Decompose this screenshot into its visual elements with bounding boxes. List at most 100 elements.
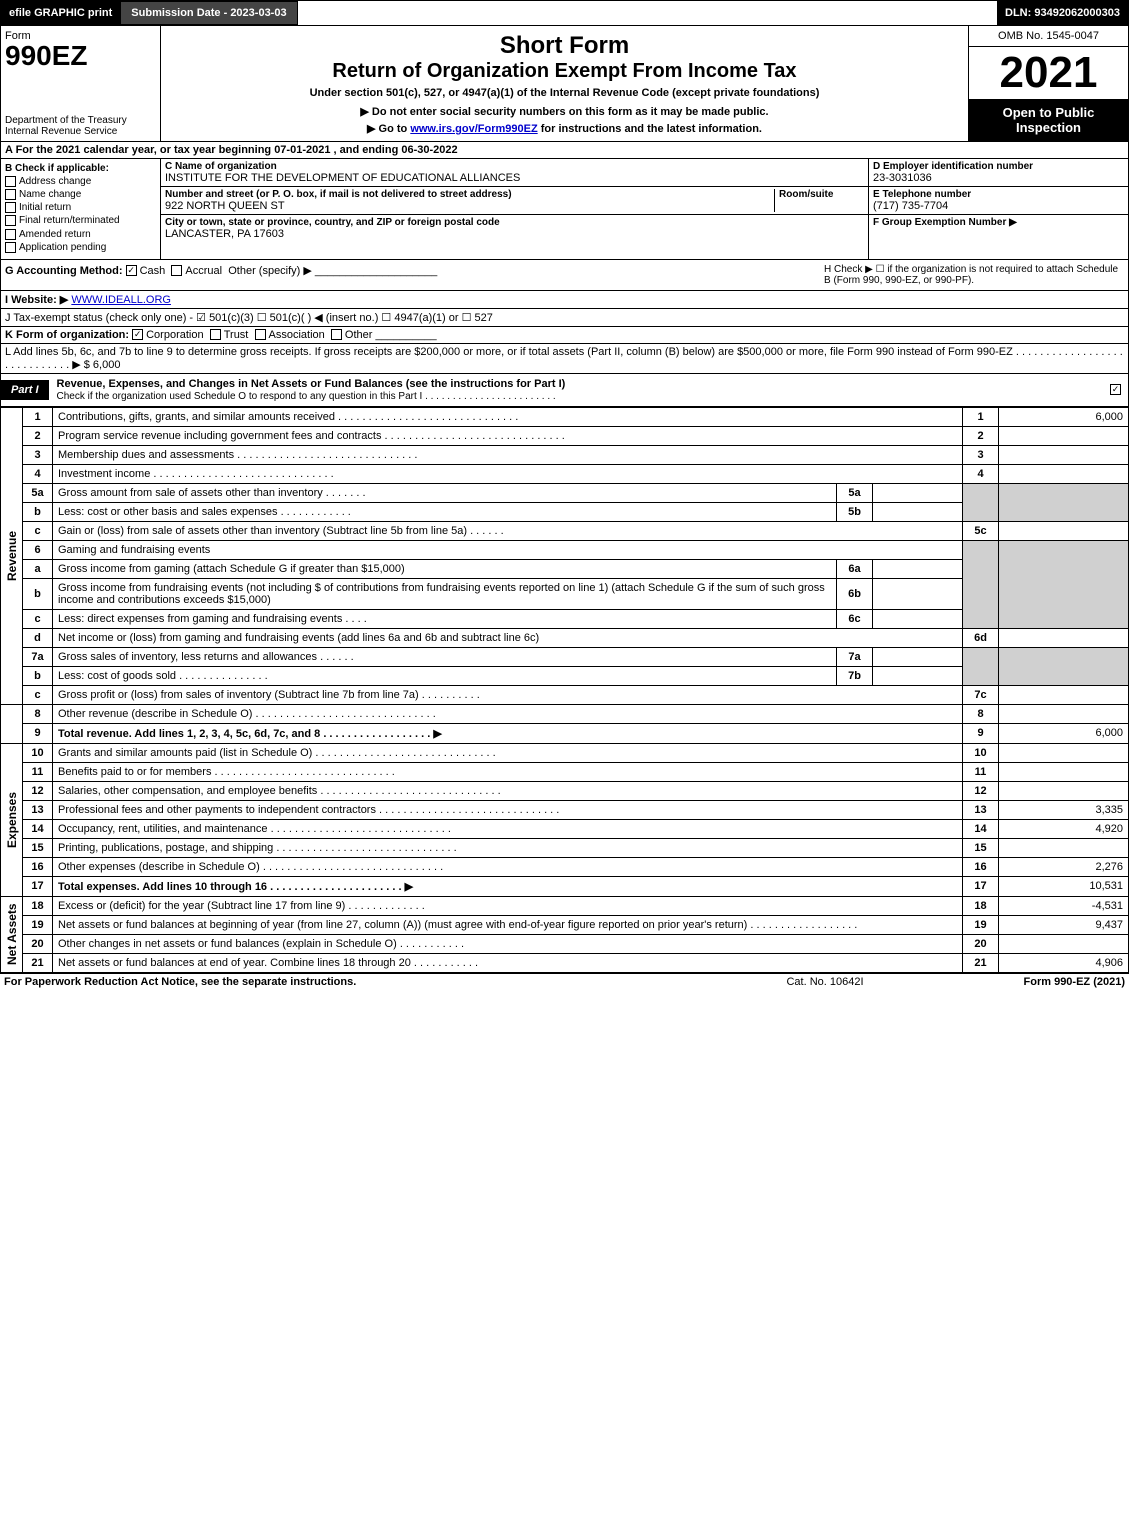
part-i-title: Revenue, Expenses, and Changes in Net As… bbox=[57, 378, 566, 390]
org-name-label: C Name of organization bbox=[165, 161, 864, 172]
section-c: C Name of organization INSTITUTE FOR THE… bbox=[161, 159, 868, 259]
part-i-subtitle: Check if the organization used Schedule … bbox=[57, 391, 556, 402]
amt-14: 4,920 bbox=[999, 819, 1129, 838]
amt-16: 2,276 bbox=[999, 857, 1129, 876]
row-6: 6 Gaming and fundraising events bbox=[1, 540, 1129, 559]
row-18: Net Assets 18 Excess or (deficit) for th… bbox=[1, 896, 1129, 915]
check-accrual[interactable] bbox=[171, 265, 182, 276]
phone-value: (717) 735-7704 bbox=[873, 200, 1124, 212]
amt-17: 10,531 bbox=[999, 876, 1129, 896]
row-5c: c Gain or (loss) from sale of assets oth… bbox=[1, 521, 1129, 540]
row-4: 4 Investment income 4 bbox=[1, 464, 1129, 483]
row-10: Expenses 10 Grants and similar amounts p… bbox=[1, 743, 1129, 762]
ein-value: 23-3031036 bbox=[873, 172, 1124, 184]
val-5a bbox=[873, 483, 963, 502]
val-6a bbox=[873, 559, 963, 578]
amt-10 bbox=[999, 743, 1129, 762]
ein-label: D Employer identification number bbox=[873, 161, 1124, 172]
amt-21: 4,906 bbox=[999, 953, 1129, 972]
amt-6d bbox=[999, 628, 1129, 647]
form-ref: Form 990-EZ (2021) bbox=[925, 976, 1125, 988]
website-link[interactable]: WWW.IDEALL.ORG bbox=[71, 294, 171, 306]
line-h-schedule-b: H Check ▶ ☐ if the organization is not r… bbox=[824, 264, 1124, 286]
amt-8 bbox=[999, 704, 1129, 723]
line-j-tax-exempt: J Tax-exempt status (check only one) - ☑… bbox=[0, 309, 1129, 327]
city-label: City or town, state or province, country… bbox=[165, 217, 864, 228]
row-11: 11 Benefits paid to or for members 11 bbox=[1, 762, 1129, 781]
val-5b bbox=[873, 502, 963, 521]
part-i-schedule-o-check[interactable]: ✓ bbox=[1110, 384, 1121, 395]
short-form-title: Short Form bbox=[169, 32, 960, 60]
street-label: Number and street (or P. O. box, if mail… bbox=[165, 189, 774, 200]
row-1: Revenue 1 Contributions, gifts, grants, … bbox=[1, 407, 1129, 426]
section-bcd: B Check if applicable: Address change Na… bbox=[0, 159, 1129, 260]
amt-15 bbox=[999, 838, 1129, 857]
check-initial-return[interactable]: Initial return bbox=[5, 202, 156, 213]
tax-year: 2021 bbox=[969, 47, 1128, 99]
amt-1: 6,000 bbox=[999, 407, 1129, 426]
row-20: 20 Other changes in net assets or fund b… bbox=[1, 934, 1129, 953]
row-12: 12 Salaries, other compensation, and emp… bbox=[1, 781, 1129, 800]
department-label: Department of the Treasury Internal Reve… bbox=[5, 115, 156, 137]
cat-no: Cat. No. 10642I bbox=[725, 976, 925, 988]
check-other[interactable] bbox=[331, 329, 342, 340]
check-application-pending[interactable]: Application pending bbox=[5, 242, 156, 253]
check-association[interactable] bbox=[255, 329, 266, 340]
row-7b: b Less: cost of goods sold . . . . . . .… bbox=[1, 666, 1129, 685]
check-corporation[interactable]: ✓ bbox=[132, 329, 143, 340]
section-b: B Check if applicable: Address change Na… bbox=[1, 159, 161, 259]
check-address-change[interactable]: Address change bbox=[5, 176, 156, 187]
val-7a bbox=[873, 647, 963, 666]
under-section-text: Under section 501(c), 527, or 4947(a)(1)… bbox=[169, 87, 960, 99]
row-6d: d Net income or (loss) from gaming and f… bbox=[1, 628, 1129, 647]
netassets-sidebar: Net Assets bbox=[1, 896, 23, 972]
city-state-zip: LANCASTER, PA 17603 bbox=[165, 228, 864, 240]
row-8: 8 Other revenue (describe in Schedule O)… bbox=[1, 704, 1129, 723]
submission-date: Submission Date - 2023-03-03 bbox=[120, 1, 297, 25]
amt-20 bbox=[999, 934, 1129, 953]
row-17: 17 Total expenses. Add lines 10 through … bbox=[1, 876, 1129, 896]
top-bar: efile GRAPHIC print Submission Date - 20… bbox=[0, 0, 1129, 26]
row-7c: c Gross profit or (loss) from sales of i… bbox=[1, 685, 1129, 704]
group-exemption-label: F Group Exemption Number ▶ bbox=[873, 217, 1124, 228]
expenses-sidebar: Expenses bbox=[1, 743, 23, 896]
amt-2 bbox=[999, 426, 1129, 445]
amt-18: -4,531 bbox=[999, 896, 1129, 915]
form-number: 990EZ bbox=[5, 42, 156, 70]
val-6c bbox=[873, 609, 963, 628]
row-6b: b Gross income from fundraising events (… bbox=[1, 578, 1129, 609]
goto-text: ▶ Go to www.irs.gov/Form990EZ for instru… bbox=[169, 122, 960, 135]
check-cash[interactable]: ✓ bbox=[126, 265, 137, 276]
paperwork-notice: For Paperwork Reduction Act Notice, see … bbox=[4, 976, 725, 988]
phone-label: E Telephone number bbox=[873, 189, 1124, 200]
row-6a: a Gross income from gaming (attach Sched… bbox=[1, 559, 1129, 578]
check-name-change[interactable]: Name change bbox=[5, 189, 156, 200]
part-i-bar: Part I Revenue, Expenses, and Changes in… bbox=[0, 374, 1129, 407]
line-k-form-org: K Form of organization: ✓Corporation Tru… bbox=[0, 327, 1129, 344]
room-suite-label: Room/suite bbox=[779, 189, 864, 200]
amt-4 bbox=[999, 464, 1129, 483]
efile-print-label[interactable]: efile GRAPHIC print bbox=[1, 1, 120, 25]
section-b-header: B Check if applicable: bbox=[5, 163, 156, 174]
amt-3 bbox=[999, 445, 1129, 464]
part-i-table: Revenue 1 Contributions, gifts, grants, … bbox=[0, 407, 1129, 973]
irs-link[interactable]: www.irs.gov/Form990EZ bbox=[410, 123, 537, 135]
row-15: 15 Printing, publications, postage, and … bbox=[1, 838, 1129, 857]
amt-12 bbox=[999, 781, 1129, 800]
check-amended-return[interactable]: Amended return bbox=[5, 229, 156, 240]
amt-9: 6,000 bbox=[999, 723, 1129, 743]
row-2: 2 Program service revenue including gove… bbox=[1, 426, 1129, 445]
row-21: 21 Net assets or fund balances at end of… bbox=[1, 953, 1129, 972]
line-a-tax-year: A For the 2021 calendar year, or tax yea… bbox=[0, 142, 1129, 159]
revenue-sidebar: Revenue bbox=[1, 407, 23, 704]
line-l-gross-receipts: L Add lines 5b, 6c, and 7b to line 9 to … bbox=[0, 344, 1129, 374]
amt-11 bbox=[999, 762, 1129, 781]
check-trust[interactable] bbox=[210, 329, 221, 340]
row-9: 9 Total revenue. Add lines 1, 2, 3, 4, 5… bbox=[1, 723, 1129, 743]
amt-7c bbox=[999, 685, 1129, 704]
org-name: INSTITUTE FOR THE DEVELOPMENT OF EDUCATI… bbox=[165, 172, 864, 184]
do-not-enter-text: ▶ Do not enter social security numbers o… bbox=[169, 105, 960, 118]
section-d: D Employer identification number 23-3031… bbox=[868, 159, 1128, 259]
dln-number: DLN: 93492062000303 bbox=[997, 1, 1128, 25]
check-final-return[interactable]: Final return/terminated bbox=[5, 215, 156, 226]
